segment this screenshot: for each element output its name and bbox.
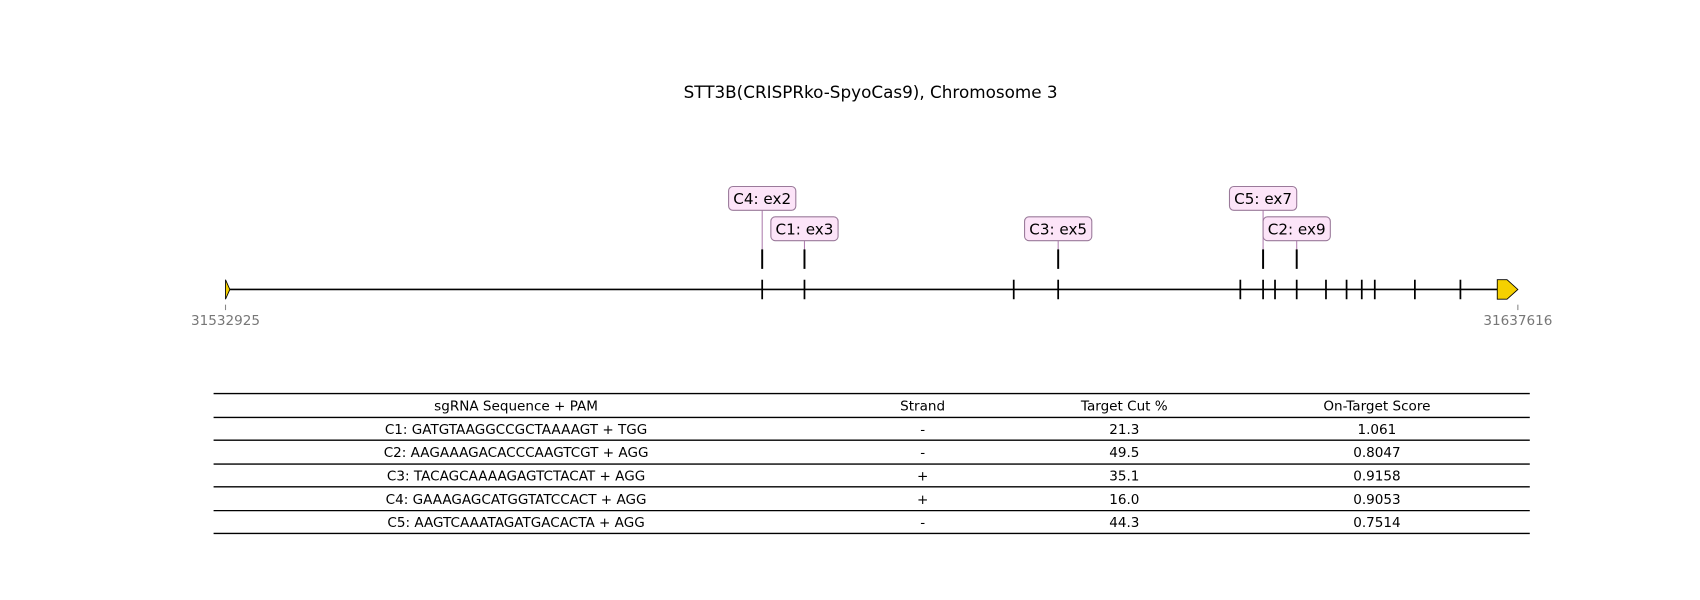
table-cell: 0.9158 [1353,469,1400,485]
table-cell: 49.5 [1109,445,1139,461]
guide-label: C2: ex9 [1268,220,1326,238]
table-cell: + [917,469,928,485]
guide-box [728,185,797,211]
table-header: sgRNA Sequence + PAM [434,399,598,415]
table-cell: 16.0 [1109,492,1139,508]
table-cell: C2: AAGAAAGACACCCAAGTCGT + AGG [384,445,649,461]
table-header: Strand [900,399,945,415]
guide-label: C5: ex7 [1234,190,1292,208]
table-cell: C3: TACAGCAAAAGAGTCTACAT + AGG [387,469,645,485]
table-cell: 44.3 [1109,515,1139,531]
table-cell: C1: GATGTAAGGCCGCTAAAAGT + TGG [385,422,647,438]
guide-box [1024,216,1093,242]
table-cell: 21.3 [1109,422,1139,438]
guide-label: C1: ex3 [776,220,834,238]
guide-box [1228,185,1298,211]
table-cell: 1.061 [1358,422,1397,438]
table-cell: - [920,515,925,531]
table-cell: - [920,422,925,438]
table-cell: 35.1 [1109,469,1139,485]
guide-label: C4: ex2 [733,190,791,208]
guide-box [1262,216,1331,242]
table-cell: C5: AAGTCAAATAGATGACACTA + AGG [387,515,644,531]
table-cell: + [917,492,928,508]
table-cell: 0.9053 [1353,492,1400,508]
title: STT3B(CRISPRko-SpyoCas9), Chromosome 3 [684,82,1058,102]
table-cell: 0.7514 [1353,515,1400,531]
table-cell: C4: GAAAGAGCATGGTATCCACT + AGG [386,492,647,508]
table-cell: - [920,445,925,461]
guide-label: C3: ex5 [1029,220,1087,238]
end-arrow [1496,279,1519,300]
guide-box [770,216,839,242]
start-arrow [225,279,231,300]
table-header: Target Cut % [1080,399,1168,415]
start-label: 31532925 [191,313,260,329]
table-cell: 0.8047 [1353,445,1400,461]
end-label: 31637616 [1483,313,1552,329]
table-header: On-Target Score [1323,399,1430,415]
